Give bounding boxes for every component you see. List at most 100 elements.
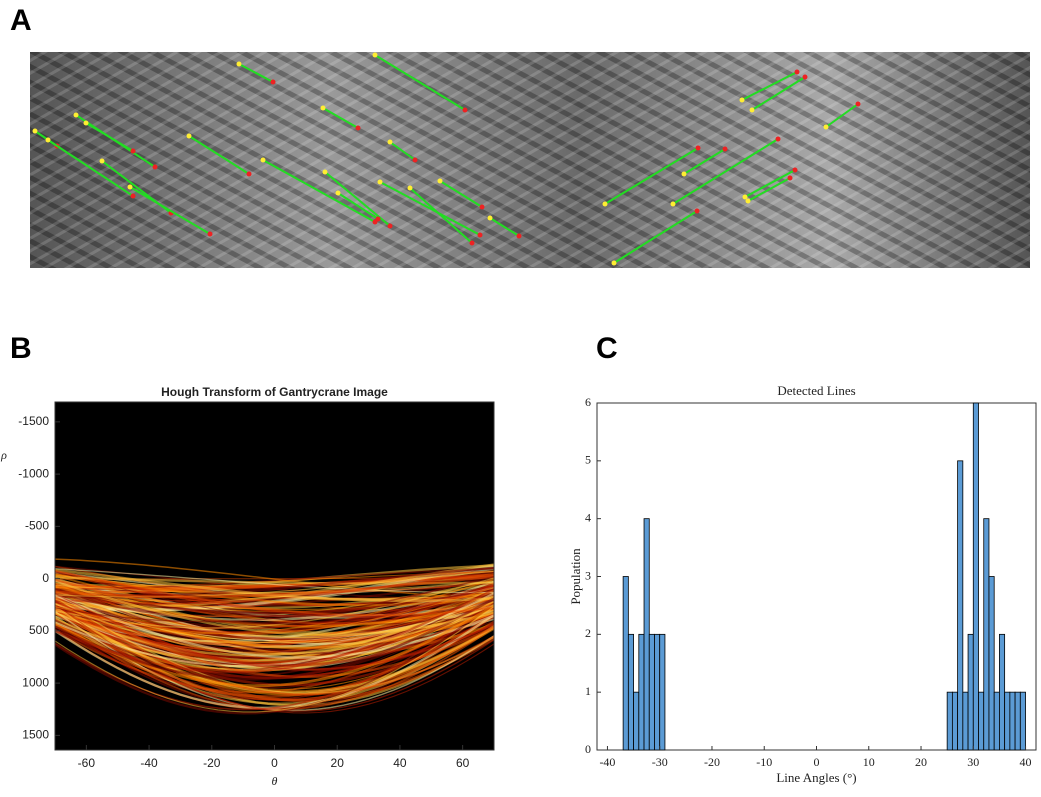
detected-line bbox=[604, 147, 699, 205]
chart-title: Hough Transform of Gantrycrane Image bbox=[161, 385, 388, 399]
histogram-bar bbox=[957, 460, 964, 751]
line-end bbox=[694, 208, 700, 214]
line-end bbox=[794, 69, 800, 75]
chart-title: Detected Lines bbox=[777, 383, 855, 398]
panel-label: A bbox=[10, 4, 32, 37]
line-start bbox=[45, 137, 51, 143]
hough-curve bbox=[55, 587, 494, 635]
line-end bbox=[130, 148, 136, 154]
y-tick-label: 1500 bbox=[22, 728, 49, 742]
detected-line bbox=[322, 107, 359, 129]
histogram-bar bbox=[1004, 691, 1011, 751]
hough-curve bbox=[55, 584, 494, 630]
hough-curve bbox=[55, 576, 494, 623]
line-start bbox=[437, 178, 443, 184]
x-tick-label: 0 bbox=[271, 756, 278, 770]
detected-line bbox=[337, 192, 379, 220]
y-tick-label: 2 bbox=[585, 626, 591, 640]
line-end bbox=[130, 193, 136, 199]
histogram-bar bbox=[978, 691, 985, 751]
histogram-bar bbox=[951, 691, 959, 751]
heatmap-curves bbox=[55, 558, 494, 715]
histogram-bar bbox=[967, 633, 974, 751]
y-tick-label: 5 bbox=[585, 453, 591, 467]
line-start bbox=[322, 169, 328, 175]
y-tick-label: 1000 bbox=[22, 675, 49, 689]
hough-curve bbox=[55, 575, 494, 599]
x-tick-label: -20 bbox=[704, 755, 720, 769]
y-tick-label: 3 bbox=[585, 568, 591, 582]
line-start bbox=[611, 260, 617, 266]
x-tick-label: -60 bbox=[78, 756, 96, 770]
line-start bbox=[749, 107, 755, 113]
x-axis-label: Line Angles (°) bbox=[776, 770, 856, 785]
line-start bbox=[745, 198, 751, 204]
line-end bbox=[792, 167, 798, 173]
line-end bbox=[775, 136, 781, 142]
line-end bbox=[469, 240, 475, 246]
detected-line bbox=[389, 141, 416, 161]
line-end bbox=[152, 164, 158, 170]
histogram-bar bbox=[638, 633, 645, 751]
x-tick-label: -20 bbox=[203, 756, 221, 770]
histogram-bar bbox=[972, 402, 979, 751]
line-end bbox=[355, 125, 361, 131]
detected-line bbox=[489, 217, 520, 237]
hough-curve bbox=[55, 593, 494, 659]
hough-curve bbox=[55, 606, 494, 713]
y-tick-label: 6 bbox=[585, 395, 591, 409]
detected-line bbox=[129, 186, 211, 235]
line-start bbox=[407, 185, 413, 191]
image-panel bbox=[30, 52, 1030, 268]
line-end bbox=[695, 145, 701, 151]
detected-line bbox=[825, 103, 859, 128]
hough-curve bbox=[55, 602, 494, 655]
line-start bbox=[739, 97, 745, 103]
x-tick-label: -40 bbox=[140, 756, 158, 770]
line-end bbox=[855, 101, 861, 107]
line-end bbox=[477, 232, 483, 238]
histogram-bar bbox=[627, 633, 634, 751]
y-tick-label: -500 bbox=[25, 519, 49, 533]
histogram-bar bbox=[999, 633, 1006, 751]
x-tick-label: 20 bbox=[915, 755, 927, 769]
histogram-bar bbox=[1014, 691, 1021, 751]
histogram-bar bbox=[622, 576, 629, 751]
line-end bbox=[787, 175, 793, 181]
hough-curve bbox=[55, 603, 494, 714]
hough-curve bbox=[55, 588, 494, 674]
line-start bbox=[335, 190, 341, 196]
histogram-bar bbox=[993, 691, 1000, 751]
hough-curve bbox=[55, 570, 494, 619]
x-tick-label: 30 bbox=[967, 755, 979, 769]
detected-line bbox=[85, 122, 134, 152]
x-tick-label: -40 bbox=[599, 755, 615, 769]
histogram-bar bbox=[988, 576, 995, 751]
line-end bbox=[462, 107, 468, 113]
hough-curve bbox=[55, 593, 494, 671]
y-tick-label: -1500 bbox=[18, 414, 49, 428]
panel-label: B bbox=[10, 332, 32, 365]
histogram-bar bbox=[946, 691, 953, 751]
histogram-bar bbox=[1019, 691, 1026, 751]
detected-line bbox=[744, 169, 796, 198]
line-start bbox=[99, 158, 105, 164]
line-start bbox=[186, 133, 192, 139]
line-end bbox=[270, 79, 276, 85]
x-tick-label: 20 bbox=[331, 756, 345, 770]
x-tick-label: 40 bbox=[393, 756, 407, 770]
line-start bbox=[260, 157, 266, 163]
line-start bbox=[127, 184, 133, 190]
histogram-bar bbox=[633, 691, 640, 751]
detected-line bbox=[379, 181, 481, 236]
detected-line bbox=[374, 54, 466, 111]
histogram-bar bbox=[659, 633, 666, 751]
line-end bbox=[246, 171, 252, 177]
detected-line bbox=[409, 187, 473, 244]
histogram-bar bbox=[643, 518, 650, 751]
detected-line bbox=[47, 139, 134, 197]
hough-curve bbox=[55, 598, 494, 644]
line-end bbox=[207, 231, 213, 237]
detected-line bbox=[613, 210, 698, 264]
line-start bbox=[236, 61, 242, 67]
